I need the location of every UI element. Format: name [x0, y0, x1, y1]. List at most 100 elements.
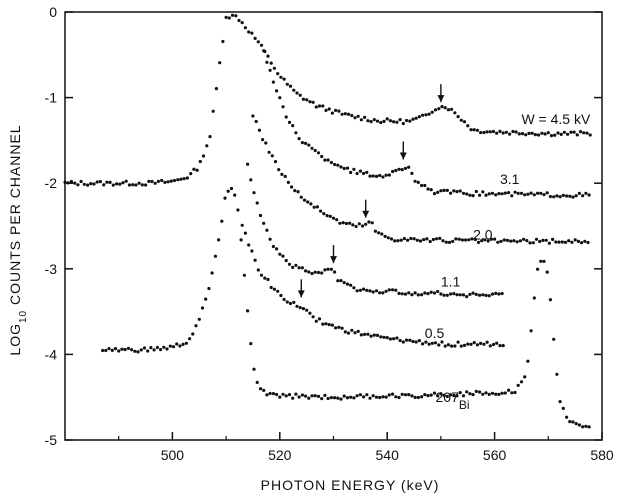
data-point — [495, 341, 499, 345]
data-point — [391, 288, 395, 292]
data-point — [279, 293, 283, 298]
data-point — [383, 234, 387, 238]
data-point — [340, 326, 344, 330]
data-point — [287, 393, 292, 397]
data-point — [333, 162, 337, 167]
data-point — [304, 269, 308, 273]
data-point — [544, 238, 548, 242]
data-point — [269, 61, 273, 65]
data-point — [542, 259, 546, 263]
data-point — [424, 340, 428, 344]
data-point — [136, 350, 140, 354]
data-point — [385, 117, 389, 121]
data-point — [326, 267, 330, 271]
data-point — [204, 297, 208, 301]
data-point — [536, 267, 540, 271]
data-point — [295, 304, 299, 308]
data-point — [446, 108, 450, 112]
data-point — [364, 222, 368, 226]
data-point — [328, 214, 332, 218]
data-point — [511, 129, 515, 134]
data-point — [292, 300, 296, 304]
data-point — [184, 341, 188, 345]
data-point — [432, 291, 437, 295]
data-point — [375, 119, 380, 123]
data-point — [217, 238, 221, 242]
data-point — [139, 348, 143, 352]
data-point — [398, 338, 402, 343]
data-point — [79, 179, 83, 184]
data-point — [503, 191, 507, 195]
data-point — [445, 188, 449, 192]
data-point — [576, 239, 581, 243]
data-point — [574, 194, 578, 198]
data-point — [329, 160, 333, 165]
data-point — [494, 193, 498, 197]
data-point — [555, 372, 559, 376]
y-tick-label: 0 — [49, 4, 57, 20]
data-point — [305, 98, 309, 102]
data-point — [336, 163, 340, 167]
data-point — [358, 288, 362, 292]
data-point — [362, 171, 366, 175]
data-point — [353, 116, 357, 120]
data-point — [355, 394, 359, 398]
data-point — [397, 395, 401, 400]
x-tick-label: 520 — [268, 447, 292, 463]
data-point — [221, 39, 225, 44]
data-point — [406, 238, 410, 242]
data-point — [472, 128, 476, 132]
data-point — [307, 143, 311, 147]
data-point — [395, 120, 399, 124]
data-point — [312, 205, 316, 209]
data-point — [178, 344, 182, 348]
data-point — [373, 229, 377, 233]
data-point — [455, 190, 459, 194]
data-point — [417, 115, 421, 119]
data-point — [276, 289, 280, 293]
data-point — [584, 191, 588, 195]
data-point — [283, 174, 287, 178]
data-point — [490, 391, 495, 395]
data-point — [581, 194, 585, 198]
data-point — [354, 224, 358, 229]
data-point — [423, 183, 427, 188]
data-point — [324, 322, 328, 326]
data-point — [317, 317, 322, 321]
data-point — [471, 393, 475, 397]
data-point — [459, 344, 463, 348]
data-point — [252, 367, 256, 371]
data-point — [257, 128, 261, 132]
data-point — [249, 342, 253, 346]
data-point — [224, 15, 228, 19]
data-point — [476, 240, 481, 244]
data-point — [323, 268, 327, 272]
data-point — [181, 342, 185, 346]
data-point — [570, 240, 574, 244]
data-point — [304, 394, 308, 398]
data-point — [450, 107, 454, 111]
data-point — [417, 339, 421, 343]
data-point — [425, 237, 429, 241]
data-point — [484, 293, 488, 297]
data-point — [381, 175, 385, 179]
data-point — [368, 396, 372, 400]
data-point — [366, 119, 370, 123]
data-point — [369, 334, 373, 338]
data-point — [471, 291, 475, 295]
data-point — [497, 192, 501, 196]
data-point — [201, 154, 206, 158]
data-point — [472, 341, 476, 345]
data-point — [258, 387, 263, 391]
data-point — [279, 75, 283, 79]
data-point — [393, 239, 397, 243]
data-point — [555, 194, 559, 198]
data-point — [446, 343, 450, 347]
data-point — [133, 349, 137, 353]
data-point — [584, 424, 588, 428]
data-point — [130, 348, 134, 352]
data-point — [494, 291, 498, 295]
data-point — [501, 344, 505, 348]
data-point — [188, 337, 192, 341]
data-point — [457, 237, 461, 241]
